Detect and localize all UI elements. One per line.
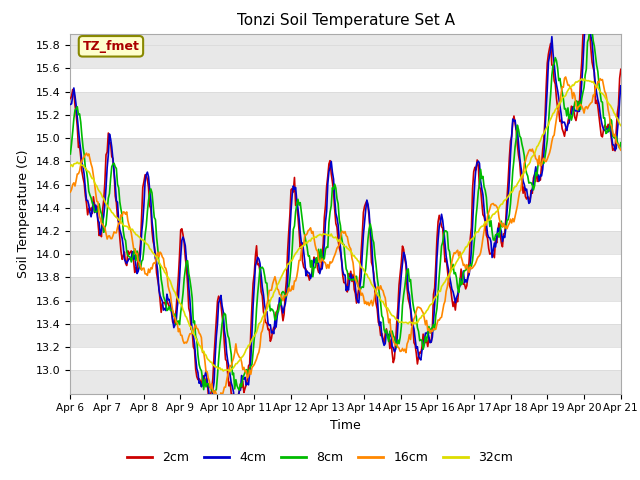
Bar xyxy=(70,115,621,138)
Bar xyxy=(70,347,621,371)
Bar xyxy=(70,300,621,324)
Legend: 2cm, 4cm, 8cm, 16cm, 32cm: 2cm, 4cm, 8cm, 16cm, 32cm xyxy=(122,446,518,469)
Title: Tonzi Soil Temperature Set A: Tonzi Soil Temperature Set A xyxy=(237,13,454,28)
Y-axis label: Soil Temperature (C): Soil Temperature (C) xyxy=(17,149,30,278)
Bar xyxy=(70,161,621,185)
Text: TZ_fmet: TZ_fmet xyxy=(83,40,140,53)
Bar xyxy=(70,69,621,92)
Bar xyxy=(70,254,621,277)
X-axis label: Time: Time xyxy=(330,419,361,432)
Bar xyxy=(70,208,621,231)
